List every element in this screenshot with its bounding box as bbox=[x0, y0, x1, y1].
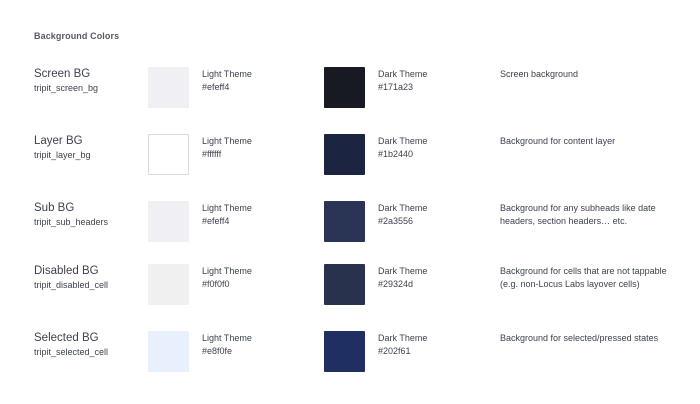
color-name: Screen BG bbox=[34, 68, 91, 80]
light-theme-info: Light Theme #efeff4 bbox=[202, 202, 252, 228]
dark-theme-label: Dark Theme bbox=[378, 69, 428, 79]
color-description: Background for content layer bbox=[500, 136, 616, 146]
color-token: tripit_layer_bg bbox=[34, 150, 91, 160]
dark-theme-label: Dark Theme bbox=[378, 333, 428, 343]
dark-theme-hex: #202f61 bbox=[378, 346, 411, 356]
dark-swatch bbox=[324, 331, 365, 372]
section-title: Background Colors bbox=[34, 31, 120, 41]
dark-swatch bbox=[324, 264, 365, 305]
light-theme-info: Light Theme #f0f0f0 bbox=[202, 265, 252, 291]
color-token: tripit_selected_cell bbox=[34, 347, 109, 357]
dark-theme-info: Dark Theme #171a23 bbox=[378, 68, 427, 94]
light-theme-label: Light Theme bbox=[202, 333, 252, 343]
dark-swatch bbox=[324, 67, 365, 108]
light-swatch bbox=[148, 67, 189, 108]
light-theme-hex: #efeff4 bbox=[202, 216, 230, 226]
dark-theme-hex: #1b2440 bbox=[378, 149, 414, 159]
light-theme-hex: #ffffff bbox=[202, 149, 222, 159]
light-swatch bbox=[148, 134, 189, 175]
light-theme-info: Light Theme #ffffff bbox=[202, 135, 252, 161]
dark-theme-label: Dark Theme bbox=[378, 136, 428, 146]
light-theme-label: Light Theme bbox=[202, 266, 252, 276]
color-name: Layer BG bbox=[34, 135, 83, 147]
color-token: tripit_sub_headers bbox=[34, 217, 109, 227]
color-row-screen-bg: Screen BG tripit_screen_bg Light Theme #… bbox=[0, 67, 700, 109]
dark-theme-info: Dark Theme #202f61 bbox=[378, 332, 427, 358]
light-theme-label: Light Theme bbox=[202, 136, 252, 146]
dark-swatch bbox=[324, 134, 365, 175]
color-token: tripit_screen_bg bbox=[34, 83, 99, 93]
color-row-sub-bg: Sub BG tripit_sub_headers Light Theme #e… bbox=[0, 201, 700, 243]
dark-theme-label: Dark Theme bbox=[378, 203, 428, 213]
dark-theme-hex: #29324d bbox=[378, 279, 414, 289]
dark-swatch bbox=[324, 201, 365, 242]
color-name: Disabled BG bbox=[34, 265, 99, 277]
color-token: tripit_disabled_cell bbox=[34, 280, 109, 290]
light-theme-hex: #e8f0fe bbox=[202, 346, 233, 356]
color-name: Sub BG bbox=[34, 202, 75, 214]
light-theme-info: Light Theme #efeff4 bbox=[202, 68, 252, 94]
light-theme-label: Light Theme bbox=[202, 69, 252, 79]
dark-theme-hex: #2a3556 bbox=[378, 216, 414, 226]
light-swatch bbox=[148, 331, 189, 372]
color-description: Background for cells that are not tappab… bbox=[500, 266, 667, 289]
color-row-disabled-bg: Disabled BG tripit_disabled_cell Light T… bbox=[0, 264, 700, 306]
light-theme-info: Light Theme #e8f0fe bbox=[202, 332, 252, 358]
light-theme-hex: #efeff4 bbox=[202, 82, 230, 92]
color-description: Background for any subheads like date he… bbox=[500, 203, 656, 226]
color-row-selected-bg: Selected BG tripit_selected_cell Light T… bbox=[0, 331, 700, 373]
light-theme-hex: #f0f0f0 bbox=[202, 279, 230, 289]
color-description: Background for selected/pressed states bbox=[500, 333, 659, 343]
dark-theme-info: Dark Theme #29324d bbox=[378, 265, 427, 291]
color-description: Screen background bbox=[500, 69, 579, 79]
color-name: Selected BG bbox=[34, 332, 99, 344]
dark-theme-info: Dark Theme #1b2440 bbox=[378, 135, 427, 161]
light-swatch bbox=[148, 201, 189, 242]
dark-theme-info: Dark Theme #2a3556 bbox=[378, 202, 427, 228]
light-theme-label: Light Theme bbox=[202, 203, 252, 213]
dark-theme-label: Dark Theme bbox=[378, 266, 428, 276]
dark-theme-hex: #171a23 bbox=[378, 82, 414, 92]
light-swatch bbox=[148, 264, 189, 305]
color-row-layer-bg: Layer BG tripit_layer_bg Light Theme #ff… bbox=[0, 134, 700, 176]
